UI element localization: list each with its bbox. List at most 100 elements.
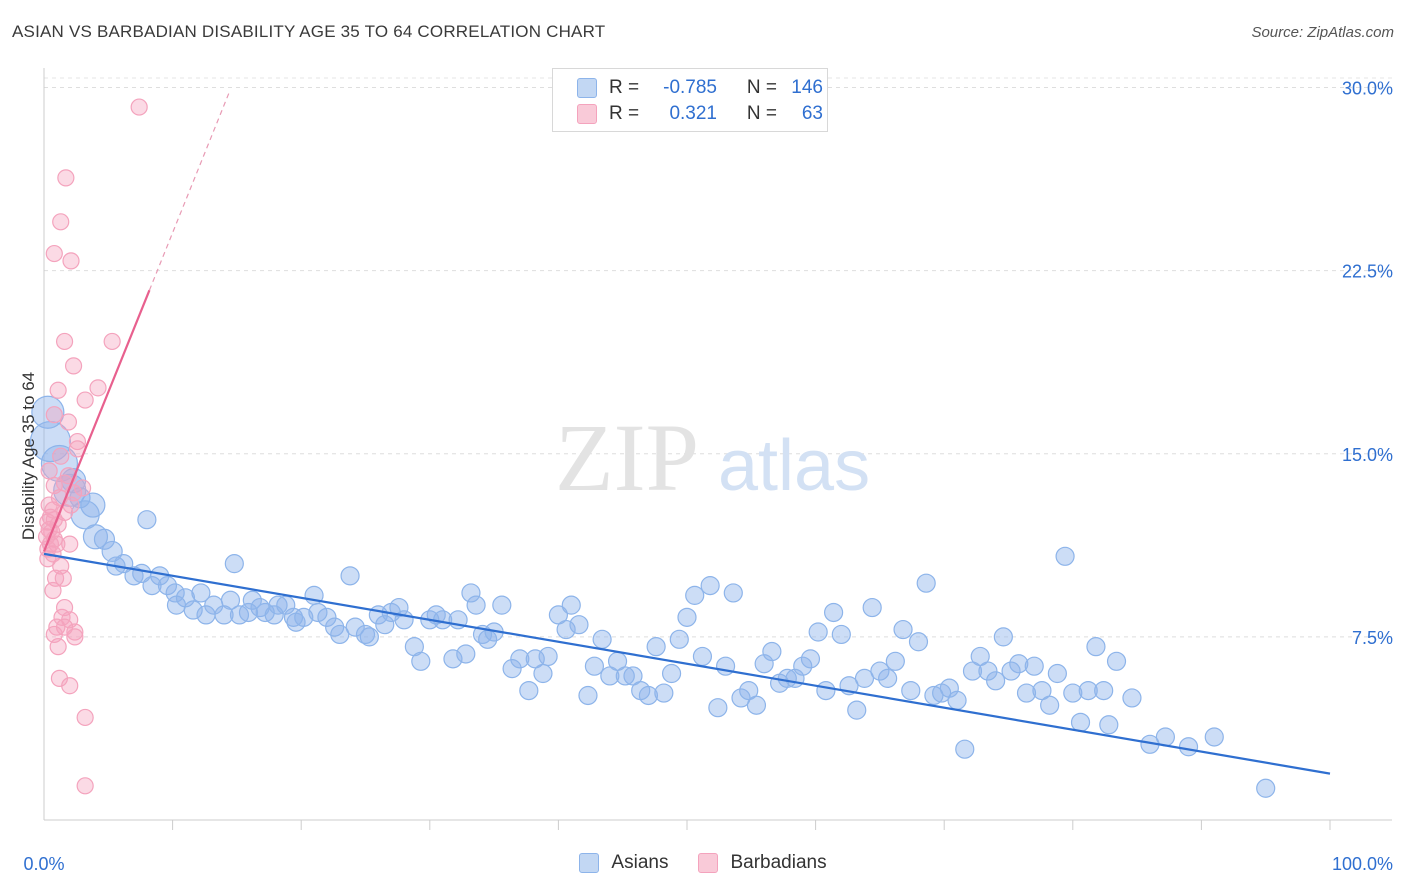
- series-swatch-barbadians: [698, 853, 719, 873]
- asians-point: [1204, 727, 1224, 747]
- asians-point: [340, 566, 360, 586]
- legend-row-asians: R = -0.785 N = 146: [577, 76, 823, 100]
- y-tick-label: 15.0%: [1342, 445, 1393, 465]
- asians-point: [101, 540, 123, 563]
- legend-r-label: R =: [609, 77, 640, 98]
- asians-point: [93, 528, 116, 550]
- asians-point: [916, 573, 936, 593]
- asians-point: [661, 663, 682, 684]
- barbadians-point: [76, 777, 94, 795]
- asians-point: [824, 602, 844, 623]
- asians-point: [685, 585, 705, 605]
- asians-point: [669, 629, 689, 649]
- asians-point: [220, 590, 241, 610]
- asians-point: [317, 607, 337, 627]
- asians-point: [1040, 695, 1060, 715]
- asians-point: [1099, 715, 1119, 735]
- asians-point: [578, 685, 598, 706]
- asians-point: [955, 739, 975, 759]
- correlation-legend: R = -0.785 N = 146 R = 0.321 N = 63: [552, 68, 828, 132]
- asians-point: [1256, 778, 1276, 798]
- barbadians-point: [68, 432, 87, 451]
- asians-point: [893, 619, 913, 640]
- asians-point: [80, 492, 106, 518]
- y-tick-label: 22.5%: [1342, 262, 1393, 282]
- asians-point: [411, 651, 431, 671]
- asians-point: [793, 656, 813, 676]
- legend-r-value: 0.321: [669, 103, 717, 124]
- asians-point: [816, 680, 836, 701]
- asians-point: [1078, 680, 1098, 701]
- legend-n-label: N =: [746, 103, 777, 124]
- grid: [44, 77, 1392, 638]
- asians-point: [533, 663, 553, 684]
- trend-lines: [42, 92, 1331, 775]
- series-name-asians: Asians: [611, 852, 669, 873]
- asians-point: [1009, 654, 1029, 674]
- barbadians-point: [130, 98, 148, 116]
- series-name-barbadians: Barbadians: [730, 852, 827, 873]
- asians-point: [191, 583, 211, 603]
- legend-n-value: 146: [791, 77, 823, 98]
- asians-point: [584, 656, 605, 676]
- asians-point: [538, 646, 558, 667]
- legend-n-label: N =: [746, 77, 777, 98]
- barbadians-point: [76, 391, 94, 409]
- legend-swatch-asians: [577, 78, 597, 98]
- barbadians-point: [40, 462, 58, 480]
- asians-point: [870, 661, 890, 681]
- asians-point: [615, 666, 635, 686]
- barbadians-point: [48, 535, 66, 553]
- asians-point: [345, 617, 365, 637]
- y-tick-label: 30.0%: [1342, 79, 1393, 99]
- asians-point: [1106, 651, 1127, 671]
- asians-point: [268, 595, 288, 615]
- asians-point: [1063, 683, 1083, 703]
- asians-point: [862, 597, 882, 618]
- asians-point: [885, 651, 905, 671]
- asians-point: [947, 690, 967, 710]
- asians-point: [165, 583, 185, 603]
- barbadians-trend-extension: [148, 92, 230, 291]
- asians-point: [692, 646, 713, 667]
- asians-point: [137, 510, 157, 530]
- barbadians-point: [49, 638, 67, 656]
- series-legend-asians: Asians: [579, 852, 668, 874]
- asians-point: [1094, 680, 1114, 701]
- asians-point: [330, 624, 350, 645]
- asians-point: [1178, 737, 1199, 757]
- asians-point: [519, 680, 539, 701]
- barbadians-point: [64, 357, 83, 375]
- series-legend-barbadians: Barbadians: [698, 852, 827, 874]
- barbadians-point: [57, 169, 75, 187]
- barbadians-point: [62, 252, 80, 270]
- asians-point: [1047, 663, 1067, 684]
- barbadians-point: [45, 244, 63, 263]
- watermark: ZIP atlas: [555, 404, 870, 511]
- asians-point: [359, 627, 379, 647]
- asians-point: [466, 595, 486, 615]
- barbadians-point: [89, 379, 107, 397]
- asians-point: [1070, 712, 1091, 732]
- asians-point: [224, 554, 244, 574]
- barbadians-point: [66, 628, 84, 646]
- legend-row-barbadians: R = 0.321 N = 63: [577, 102, 823, 126]
- asians-point: [677, 607, 697, 627]
- barbadians-point: [103, 332, 121, 351]
- asians-point: [375, 615, 395, 635]
- series-legend: Asians Barbadians: [0, 852, 1406, 874]
- asians-point: [700, 576, 720, 596]
- barbadians-point: [44, 581, 62, 600]
- asians-point: [142, 576, 162, 596]
- asians-point: [556, 619, 576, 640]
- chart-title: ASIAN VS BARBADIAN DISABILITY AGE 35 TO …: [12, 22, 606, 41]
- asians-point: [389, 597, 409, 618]
- asians-point: [754, 654, 774, 674]
- asians-point: [908, 632, 929, 652]
- barbadians-point: [66, 623, 84, 641]
- barbadians-point: [52, 447, 70, 465]
- tick-labels: 7.5% 15.0% 22.5% 30.0% 0.0% 100.0%: [23, 79, 1393, 874]
- watermark-atlas: atlas: [718, 426, 870, 506]
- asians-point: [986, 671, 1006, 691]
- asians-point: [294, 607, 314, 627]
